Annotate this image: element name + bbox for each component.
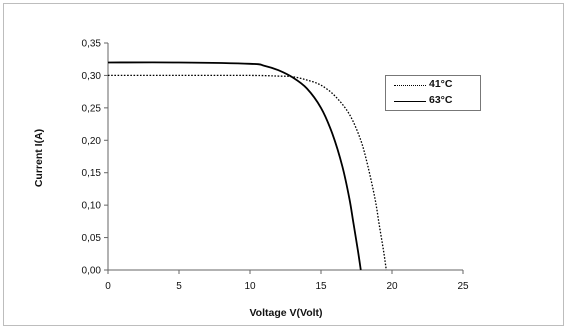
legend-item-41c: 41°C: [386, 77, 482, 93]
x-tick-label: 20: [386, 281, 398, 292]
legend-swatch-solid: [394, 101, 426, 102]
legend-swatch-dotted: [394, 85, 426, 86]
series-line-1: [107, 61, 362, 271]
series-lines: [107, 61, 387, 271]
x-tick-label: 0: [105, 281, 111, 292]
legend: 41°C 63°C: [385, 75, 481, 111]
y-axis-label: Current I(A): [33, 129, 45, 187]
x-tick-label: 10: [244, 281, 256, 292]
x-tick-label: 15: [315, 281, 327, 292]
legend-label-41c: 41°C: [429, 78, 453, 90]
legend-item-63c: 63°C: [386, 93, 482, 109]
x-axis-label: Voltage V(Volt): [249, 307, 322, 319]
y-tick-label: 0,35: [82, 39, 102, 50]
x-tick-label: 25: [457, 281, 469, 292]
y-tick-label: 0,10: [82, 201, 102, 212]
series-line-0: [108, 74, 387, 271]
x-tick-label: 5: [176, 281, 182, 292]
tick-labels: 0,00 0,05 0,10 0,15 0,20 0,25 0,30 0,35 0 5 10 15 20…: [82, 39, 469, 293]
y-tick-label: 0,15: [82, 168, 102, 179]
y-tick-label: 0,00: [82, 266, 102, 277]
y-tick-label: 0,25: [82, 103, 102, 114]
y-tick-label: 0,05: [82, 233, 102, 244]
axes: [104, 42, 464, 274]
chart-frame: [3, 3, 564, 326]
legend-label-63c: 63°C: [429, 94, 453, 106]
y-tick-label: 0,20: [82, 136, 102, 147]
y-tick-label: 0,30: [82, 71, 102, 82]
